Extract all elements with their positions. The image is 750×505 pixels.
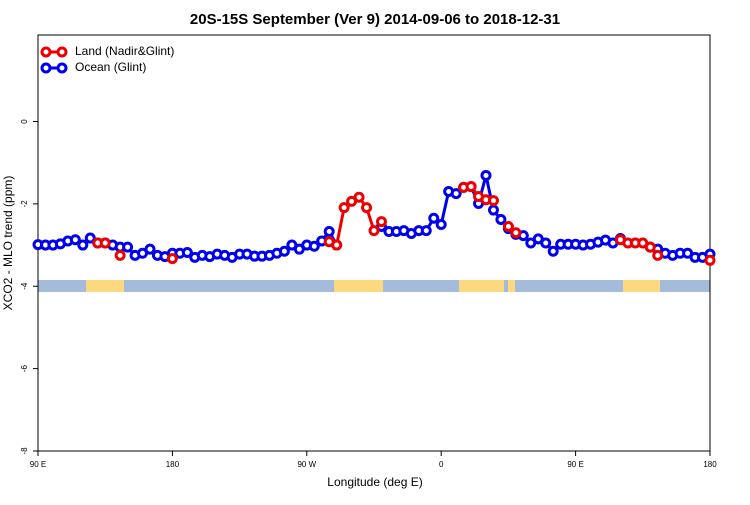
data-point [181, 246, 193, 258]
legend-marker [56, 62, 68, 74]
data-point [308, 240, 320, 252]
data-point [144, 243, 156, 255]
data-point [361, 202, 373, 214]
data-point [338, 202, 350, 214]
x-tick-label: 0 [439, 460, 444, 469]
land-strip [459, 280, 504, 292]
data-point [510, 227, 522, 239]
data-point [353, 191, 365, 203]
legend-label: Land (Nadir&Glint) [75, 44, 174, 58]
x-axis-title: Longitude (deg E) [327, 475, 422, 489]
chart-title: 20S-15S September (Ver 9) 2014-09-06 to … [190, 11, 560, 28]
data-point [435, 218, 447, 230]
data-point [99, 237, 111, 249]
land-strip [86, 280, 124, 292]
x-tick-label: 90 E [30, 460, 46, 469]
y-tick-label: -6 [20, 365, 29, 373]
data-point [495, 214, 507, 226]
data-point [547, 245, 559, 257]
data-point [450, 188, 462, 200]
y-tick-label: -4 [20, 282, 29, 290]
y-tick-label: 0 [20, 119, 29, 124]
data-point [540, 237, 552, 249]
legend-marker [56, 46, 68, 58]
data-point [69, 234, 81, 246]
legend-marker [40, 62, 52, 74]
x-tick-label: 180 [703, 460, 717, 469]
surface-strip [38, 280, 710, 292]
land-strip [508, 280, 515, 292]
land-strip [334, 280, 383, 292]
legend-label: Ocean (Glint) [75, 60, 146, 74]
data-point [652, 249, 664, 261]
data-point [644, 241, 656, 253]
data-point [487, 204, 499, 216]
data-point [704, 254, 716, 266]
data-point [84, 232, 96, 244]
x-tick-label: 90 W [297, 460, 316, 469]
data-point [375, 216, 387, 228]
data-point [502, 221, 514, 233]
data-point [114, 249, 126, 261]
data-point [278, 245, 290, 257]
data-point [166, 253, 178, 265]
y-tick-label: -2 [20, 200, 29, 208]
data-point [77, 239, 89, 251]
x-tick-label: 90 E [567, 460, 583, 469]
legend-marker [40, 46, 52, 58]
data-point [465, 181, 477, 193]
land-strip [623, 280, 660, 292]
data-point [487, 195, 499, 207]
x-tick-label: 180 [166, 460, 180, 469]
y-axis-title: XCO2 - MLO trend (ppm) [1, 176, 15, 311]
data-point [323, 225, 335, 237]
y-tick-label: -8 [20, 447, 29, 455]
data-point [368, 225, 380, 237]
data-point [420, 225, 432, 237]
data-point [480, 169, 492, 181]
data-point [122, 241, 134, 253]
data-point [428, 212, 440, 224]
data-point [331, 239, 343, 251]
